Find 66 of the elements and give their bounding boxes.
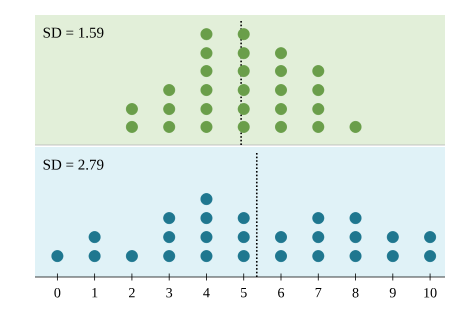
point [88, 250, 101, 262]
point [238, 47, 250, 60]
point [312, 120, 324, 133]
point [200, 84, 212, 96]
point [275, 47, 287, 60]
point [312, 84, 324, 96]
point [51, 250, 64, 262]
point [238, 65, 250, 78]
text: SD = 2.79 [44, 160, 104, 170]
annotation: SD = 1.59 [44, 28, 104, 38]
point [275, 250, 287, 262]
point [312, 212, 324, 224]
point [126, 103, 138, 116]
point [238, 250, 250, 262]
point [126, 250, 138, 262]
point [238, 103, 250, 116]
x-tick-label: 3 [166, 288, 172, 298]
point [424, 250, 436, 262]
point [312, 65, 324, 78]
point [386, 231, 399, 244]
x-tick-label: 10 [424, 288, 437, 298]
point [312, 250, 324, 262]
point [350, 250, 362, 262]
point [238, 212, 250, 224]
point [424, 231, 436, 244]
point [275, 103, 287, 116]
point [238, 28, 250, 40]
point [386, 250, 399, 262]
x-tick-label: 7 [316, 288, 322, 298]
point [163, 212, 176, 224]
point [312, 231, 324, 244]
point [275, 84, 287, 96]
point [200, 193, 212, 206]
x-tick-label: 5 [241, 288, 247, 298]
point [350, 212, 362, 224]
point [200, 250, 212, 262]
point [163, 250, 176, 262]
point [200, 120, 212, 133]
point [163, 231, 176, 244]
x-tick-label: 4 [203, 288, 210, 298]
point [275, 120, 287, 133]
point [163, 120, 176, 133]
point [163, 84, 176, 96]
x-tick-label: 8 [352, 288, 359, 298]
point [238, 120, 250, 133]
point [238, 84, 250, 96]
point [312, 103, 324, 116]
point [88, 231, 101, 244]
point [350, 120, 362, 133]
point [163, 103, 176, 116]
point [350, 231, 362, 244]
x-tick-label: 6 [278, 288, 284, 298]
point [126, 120, 138, 133]
point [200, 65, 212, 78]
point [200, 212, 212, 224]
point [275, 231, 287, 244]
point [275, 65, 287, 78]
point [200, 231, 212, 244]
x-tick-label: 9 [390, 288, 396, 298]
point [200, 47, 212, 60]
x-tick-label: 2 [129, 288, 135, 298]
x-tick-label: 1 [92, 288, 98, 298]
point [238, 231, 250, 244]
point [200, 28, 212, 40]
x-tick-label: 0 [54, 288, 60, 298]
point [200, 103, 212, 116]
